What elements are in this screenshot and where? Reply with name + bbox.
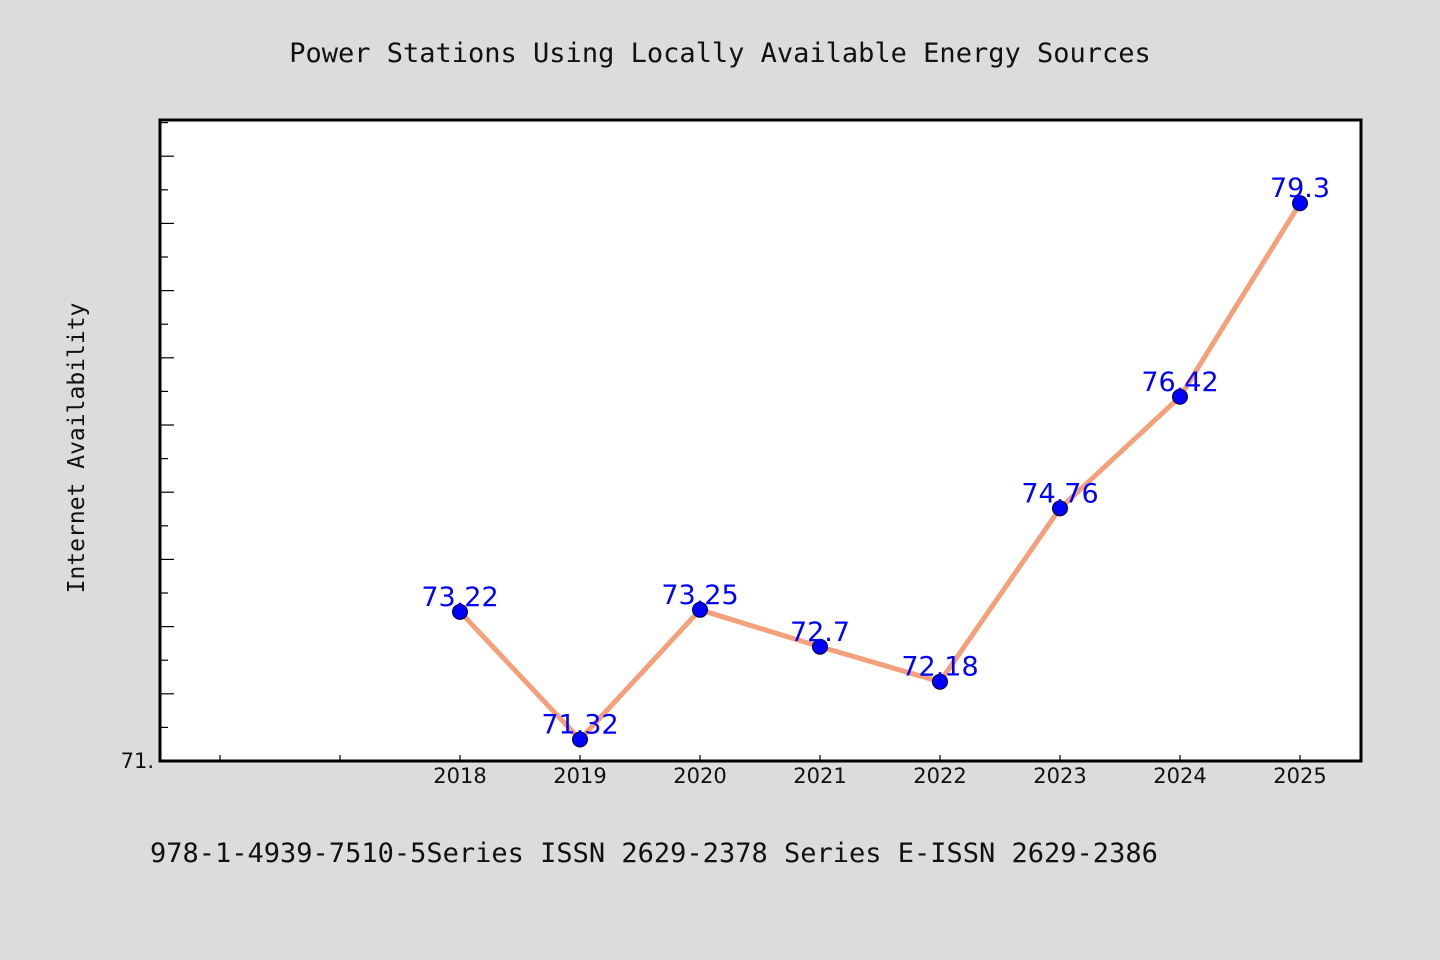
- plot-area: [158, 118, 1363, 763]
- data-point-marker: [1172, 388, 1188, 405]
- x-tick-label: 2024: [1153, 764, 1206, 788]
- data-point-marker: [452, 603, 468, 620]
- data-point-marker: [932, 673, 948, 690]
- x-axis-ticks: 2018 2019 2020 2021 2022 2023 2024 2025: [219, 755, 1327, 788]
- x-tick-label: 2023: [1033, 764, 1086, 788]
- data-label: 73.25: [661, 580, 738, 611]
- footer-identifiers: 978-1-4939-7510-5Series ISSN 2629-2378 S…: [150, 838, 1158, 869]
- data-label: 73.22: [421, 582, 498, 613]
- data-label: 71.32: [541, 709, 618, 740]
- data-label: 72.18: [901, 652, 978, 683]
- x-tick-label: 2018: [433, 764, 486, 788]
- data-label: 74.76: [1021, 478, 1098, 509]
- data-point-marker: [1292, 195, 1308, 212]
- x-tick-label: 2022: [913, 764, 966, 788]
- data-label: 79.3: [1270, 173, 1330, 204]
- series-line: [457, 200, 1303, 742]
- data-point-marker: [572, 731, 588, 748]
- data-point-marker: [812, 638, 828, 655]
- x-tick-label: 2021: [793, 764, 846, 788]
- series-layer: 73.22 71.32 73.25 72.7 72.18 74.76 76.42 79.3: [421, 173, 1330, 748]
- x-tick-label: 2019: [553, 764, 606, 788]
- data-label: 76.42: [1141, 367, 1218, 398]
- y-tick-label: 71.: [121, 749, 154, 773]
- y-axis-label: Internet Availability: [64, 303, 90, 594]
- data-point-marker: [1052, 500, 1068, 517]
- data-point-marker: [692, 601, 708, 618]
- x-tick-label: 2025: [1273, 764, 1326, 788]
- x-tick-label: 2020: [673, 764, 726, 788]
- data-label: 72.7: [790, 617, 850, 648]
- y-axis-ticks: 71.: [121, 121, 174, 773]
- chart-title: Power Stations Using Locally Available E…: [289, 38, 1151, 69]
